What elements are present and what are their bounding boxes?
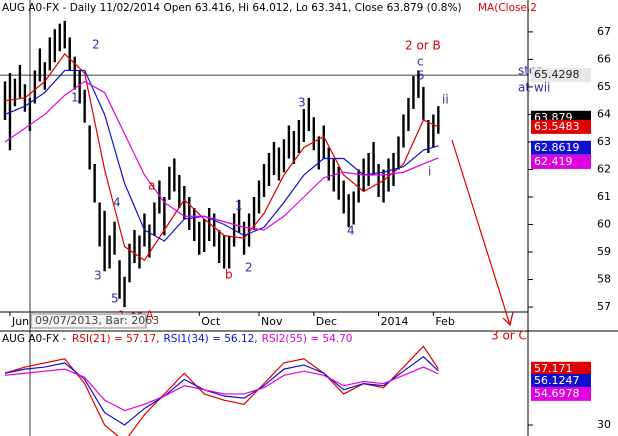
rsi-label-box	[531, 361, 591, 376]
annotation: 3 or C	[491, 329, 527, 343]
x-tick-label: 2014	[381, 315, 409, 328]
annotation: 4	[347, 224, 355, 238]
annotation: 2	[245, 261, 253, 275]
chart-header: AUG A0-FX - Daily 11/02/2014 Open 63.416…	[2, 2, 462, 14]
x-tick-label: Jun	[11, 315, 29, 328]
y-tick-label: 61	[597, 190, 611, 203]
annotation: 2	[92, 38, 100, 52]
annotation: 1	[71, 91, 79, 105]
line	[4, 53, 439, 262]
tooltip: 09/07/2013, Bar: 2063	[35, 314, 159, 327]
rsi-label: 54.6978	[534, 387, 580, 400]
line	[4, 366, 439, 412]
y-tick-label: 63	[597, 135, 611, 148]
annotation: 3	[94, 269, 102, 283]
annotation: 3	[298, 96, 306, 110]
rsi-label: 57.171	[534, 362, 573, 375]
annotation: b	[225, 268, 233, 282]
annotation: i	[428, 165, 431, 179]
ma-label-box	[531, 140, 591, 155]
legend-entry: RSI(21) = 57.17,	[72, 333, 159, 345]
x-tick-label: Feb	[435, 315, 454, 328]
rsi-header: AUG A0-FX -	[2, 333, 67, 345]
arrow	[451, 139, 514, 327]
ma-label: 62.419	[534, 155, 573, 168]
stop-label: 65.4298	[534, 68, 580, 81]
annotation: 4	[113, 196, 121, 210]
y-tick-label: 30	[597, 418, 611, 431]
ma-label-box	[531, 119, 591, 134]
annotation: ii	[442, 93, 449, 107]
line	[4, 69, 439, 242]
stop-label-box	[531, 68, 591, 83]
y-tick-label: 60	[597, 218, 611, 231]
x-tick-label: Nov	[261, 315, 283, 328]
tooltip-box	[30, 313, 147, 329]
y-tick-label: 62	[597, 162, 611, 175]
y-tick-label: 57	[597, 300, 611, 313]
annotation: 5	[111, 292, 119, 306]
x-tick-label: Dec	[316, 315, 337, 328]
ma-header: MA(Close,2	[478, 2, 537, 14]
ma-label: 63.5483	[534, 120, 580, 133]
rsi-label-box	[531, 373, 591, 388]
y-tick-label: 67	[597, 25, 611, 38]
annotation: 1	[235, 199, 243, 213]
line	[4, 355, 439, 426]
rsi-label-box	[531, 386, 591, 401]
y-tick-label: 65	[597, 80, 611, 93]
rsi-label: 56.1247	[534, 374, 580, 387]
ma-label: 62.8619	[534, 141, 580, 154]
annotation: 2 or B	[405, 39, 441, 53]
line	[4, 80, 439, 231]
ma-label-box	[531, 154, 591, 169]
y-tick-label: 66	[597, 52, 611, 65]
line	[4, 345, 439, 436]
legend-entry: RSI1(34) = 56.12,	[163, 333, 257, 345]
x-tick-label: Oct	[201, 315, 221, 328]
legend-entry: RSI2(55) = 54.70	[262, 333, 353, 345]
annotation: c	[417, 55, 424, 69]
y-tick-label: 58	[597, 273, 611, 286]
y-tick-label: 64	[597, 107, 611, 120]
y-tick-label: 59	[597, 245, 611, 258]
annotation: a	[148, 179, 155, 193]
annotation: at wii	[518, 81, 550, 95]
annotation: 5	[417, 69, 425, 83]
